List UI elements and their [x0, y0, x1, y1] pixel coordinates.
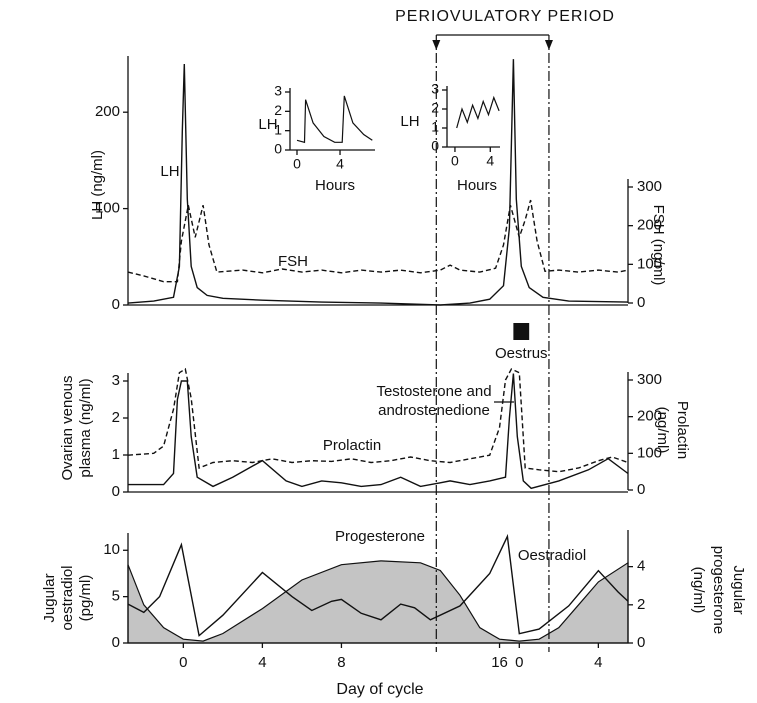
line — [127, 533, 629, 637]
y-tick-label: 0 — [112, 483, 120, 500]
y-tick-label: 2 — [431, 100, 439, 116]
y2-tick-label: 300 — [637, 371, 662, 388]
y-axis-title: LH — [400, 113, 419, 130]
y-axis-title: Jugular — [41, 573, 58, 622]
line — [127, 199, 629, 283]
y2-tick-label: 200 — [637, 217, 662, 234]
series-label: Progesterone — [335, 528, 425, 545]
arrowhead — [432, 40, 441, 50]
y2-axis-title: (ng/ml) — [690, 567, 707, 614]
y2-axis-title: progesterone — [710, 546, 727, 634]
series-label: Oestradiol — [518, 547, 586, 564]
x-tick-label: 4 — [336, 156, 344, 172]
x-tick-label: 0 — [179, 654, 187, 671]
y-tick-label: 3 — [274, 83, 282, 99]
y-axis-title: oestradiol — [59, 565, 76, 630]
y-axis-title: LH (ng/ml) — [89, 150, 106, 220]
y-tick-label: 100 — [95, 200, 120, 217]
y2-tick-label: 4 — [637, 558, 645, 575]
y-axis-title: Ovarian venous — [59, 375, 76, 480]
area — [127, 560, 629, 644]
x-tick-label: 4 — [486, 153, 494, 169]
y-tick-label: 0 — [274, 141, 282, 157]
x-axis-title: Day of cycle — [336, 681, 423, 698]
x-tick-label: 8 — [337, 654, 345, 671]
x-tick-label: 4 — [258, 654, 266, 671]
y2-tick-label: 300 — [637, 178, 662, 195]
y2-tick-label: 2 — [637, 596, 645, 613]
y2-axis-title: Jugular — [730, 565, 747, 614]
y2-tick-label: 0 — [637, 294, 645, 311]
y2-tick-label: 200 — [637, 408, 662, 425]
y2-tick-label: 100 — [637, 255, 662, 272]
y2-tick-label: 0 — [637, 634, 645, 651]
x-tick-label: 0 — [451, 153, 459, 169]
x-tick-label: 4 — [594, 654, 602, 671]
line — [127, 59, 629, 306]
line — [456, 95, 500, 129]
y-axis-title: (pg/ml) — [77, 575, 94, 622]
x-tick-label: 0 — [515, 654, 523, 671]
arrowhead — [544, 40, 553, 50]
y2-tick-label: 100 — [637, 444, 662, 461]
line — [127, 367, 629, 473]
y-tick-label: 1 — [431, 119, 439, 135]
series-label: LH — [160, 163, 179, 180]
y2-tick-label: 0 — [637, 481, 645, 498]
x-axis-title: Hours — [457, 177, 497, 194]
y-tick-label: 0 — [431, 138, 439, 154]
series-label: Testosterone and — [376, 383, 491, 400]
y-tick-label: 10 — [103, 541, 120, 558]
y-tick-label: 1 — [112, 446, 120, 463]
x-axis-title: Hours — [315, 177, 355, 194]
y2-axis-title: (ng/ml) — [654, 407, 671, 454]
y-tick-label: 2 — [112, 409, 120, 426]
series-label: androstenedione — [378, 402, 490, 419]
y2-axis-title: Prolactin — [674, 401, 691, 459]
line — [296, 95, 373, 144]
series-label: FSH — [278, 253, 308, 270]
y-tick-label: 5 — [112, 588, 120, 605]
y-axis-title: LH — [258, 116, 277, 133]
y-tick-label: 3 — [431, 81, 439, 97]
y-tick-label: 200 — [95, 103, 120, 120]
x-tick-label: 0 — [293, 156, 301, 172]
y2-axis-title: FSH (ng/ml) — [650, 205, 667, 286]
series-label: Prolactin — [323, 437, 381, 454]
y-tick-label: 0 — [112, 634, 120, 651]
oestrus-label: Oestrus — [495, 345, 548, 362]
y-tick-label: 0 — [112, 296, 120, 313]
y-tick-label: 2 — [274, 102, 282, 118]
y-axis-title: plasma (ng/ml) — [77, 378, 94, 477]
oestrus-bar — [513, 323, 530, 340]
x-tick-label: 16 — [491, 654, 508, 671]
y-tick-label: 1 — [274, 121, 282, 137]
line — [128, 373, 629, 490]
y-tick-label: 3 — [112, 372, 120, 389]
periovulatory-label: PERIOVULATORY PERIOD — [395, 8, 615, 25]
